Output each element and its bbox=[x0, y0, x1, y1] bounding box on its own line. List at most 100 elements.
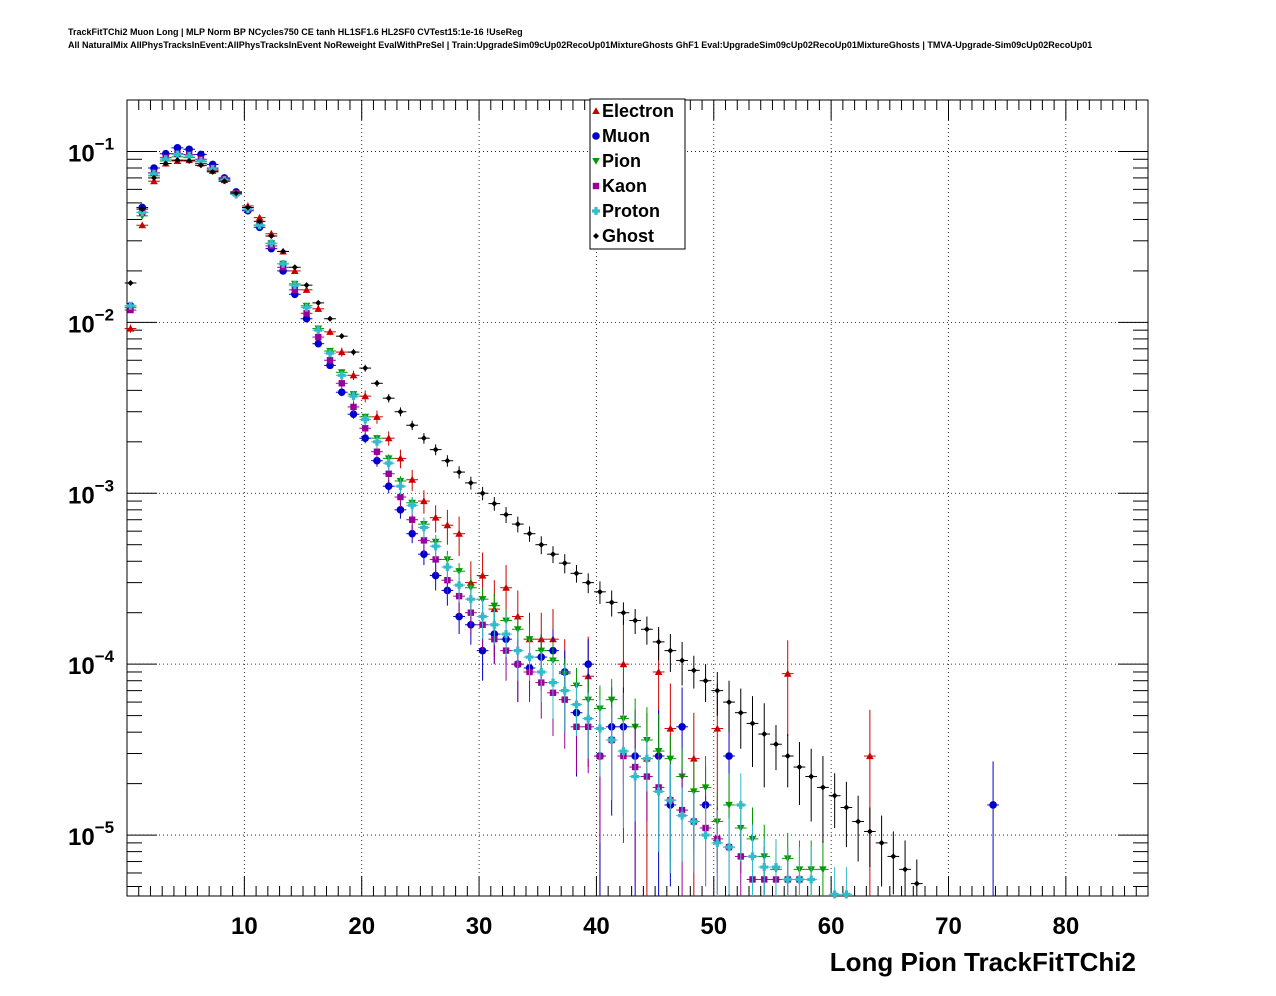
series-pion bbox=[124, 153, 829, 896]
data-point bbox=[397, 408, 404, 415]
data-point bbox=[584, 660, 593, 668]
data-point bbox=[607, 696, 616, 704]
data-point bbox=[338, 380, 345, 387]
data-point bbox=[431, 513, 440, 521]
data-point bbox=[373, 456, 381, 465]
data-point bbox=[866, 752, 874, 760]
data-point bbox=[701, 831, 710, 840]
data-point bbox=[161, 155, 170, 164]
data-point bbox=[466, 595, 475, 604]
data-point bbox=[408, 516, 416, 523]
data-point bbox=[397, 493, 404, 501]
chart-subtitle: All NaturalMix AllPhysTracksInEvent:AllP… bbox=[68, 40, 1093, 50]
data-point bbox=[560, 686, 569, 695]
data-point bbox=[456, 469, 463, 476]
data-point bbox=[513, 646, 522, 655]
data-point bbox=[726, 699, 733, 706]
data-point bbox=[408, 475, 416, 483]
data-point bbox=[268, 233, 275, 240]
data-point bbox=[162, 160, 169, 167]
data-point bbox=[280, 248, 287, 255]
data-point bbox=[737, 709, 744, 716]
data-point bbox=[432, 446, 439, 453]
legend-label: Ghost bbox=[602, 226, 654, 246]
data-point bbox=[842, 890, 851, 899]
data-point bbox=[267, 239, 276, 248]
data-point bbox=[690, 667, 697, 674]
legend-box bbox=[589, 98, 686, 250]
data-point bbox=[326, 361, 334, 370]
data-point bbox=[420, 497, 428, 505]
data-point bbox=[327, 315, 334, 322]
series-proton bbox=[124, 150, 853, 899]
data-point bbox=[608, 599, 615, 606]
data-point bbox=[855, 818, 862, 825]
series-electron bbox=[124, 156, 876, 896]
data-point bbox=[796, 764, 803, 771]
data-point bbox=[654, 668, 663, 676]
data-point bbox=[455, 529, 463, 537]
data-point bbox=[408, 501, 417, 510]
data-point bbox=[490, 602, 499, 610]
data-point bbox=[620, 609, 627, 616]
data-point bbox=[432, 556, 439, 563]
data-point bbox=[595, 724, 604, 733]
data-point bbox=[537, 667, 546, 676]
data-point bbox=[830, 890, 839, 899]
data-point bbox=[362, 365, 369, 372]
data-point bbox=[573, 570, 580, 577]
data-point bbox=[490, 620, 499, 629]
data-point bbox=[491, 500, 498, 507]
data-point bbox=[819, 784, 826, 791]
data-point bbox=[209, 168, 216, 175]
data-point bbox=[807, 875, 816, 884]
data-point bbox=[654, 748, 663, 755]
data-point bbox=[326, 349, 335, 358]
data-point bbox=[255, 213, 264, 221]
data-point bbox=[338, 333, 345, 340]
data-point bbox=[350, 403, 357, 411]
data-point bbox=[302, 286, 311, 293]
data-point bbox=[866, 828, 873, 835]
data-point bbox=[525, 653, 534, 662]
x-tick-label: 50 bbox=[700, 913, 727, 940]
data-point bbox=[654, 787, 663, 796]
data-point bbox=[549, 678, 558, 687]
data-point bbox=[795, 875, 804, 884]
series-ghost bbox=[124, 157, 923, 896]
data-point bbox=[666, 796, 675, 805]
data-point bbox=[619, 747, 628, 756]
data-point bbox=[326, 328, 334, 335]
data-point bbox=[396, 482, 405, 491]
x-tick-label: 40 bbox=[583, 913, 610, 940]
data-point bbox=[772, 741, 779, 748]
data-point bbox=[819, 866, 827, 874]
x-tick-label: 10 bbox=[231, 913, 258, 940]
data-point bbox=[186, 157, 193, 164]
data-point bbox=[174, 157, 181, 164]
data-point bbox=[138, 208, 147, 217]
data-point bbox=[455, 581, 464, 590]
data-point bbox=[361, 392, 370, 400]
data-point bbox=[761, 731, 768, 738]
data-point bbox=[337, 371, 346, 380]
data-point bbox=[783, 669, 792, 677]
data-point bbox=[585, 579, 592, 586]
legend-label: Electron bbox=[602, 101, 674, 121]
legend-label: Kaon bbox=[602, 176, 647, 196]
data-point bbox=[396, 506, 405, 514]
y-tick-label: 10−1 bbox=[68, 134, 114, 167]
data-point bbox=[291, 267, 299, 274]
data-point bbox=[702, 677, 709, 684]
data-point bbox=[678, 811, 687, 820]
data-point bbox=[302, 303, 311, 312]
data-point bbox=[479, 490, 486, 497]
data-point bbox=[408, 529, 416, 538]
data-point bbox=[419, 523, 428, 532]
data-point bbox=[337, 348, 346, 356]
data-point bbox=[631, 772, 640, 781]
data-point bbox=[233, 190, 240, 197]
x-tick-label: 30 bbox=[466, 913, 493, 940]
data-point bbox=[409, 422, 416, 429]
data-point bbox=[725, 843, 734, 852]
